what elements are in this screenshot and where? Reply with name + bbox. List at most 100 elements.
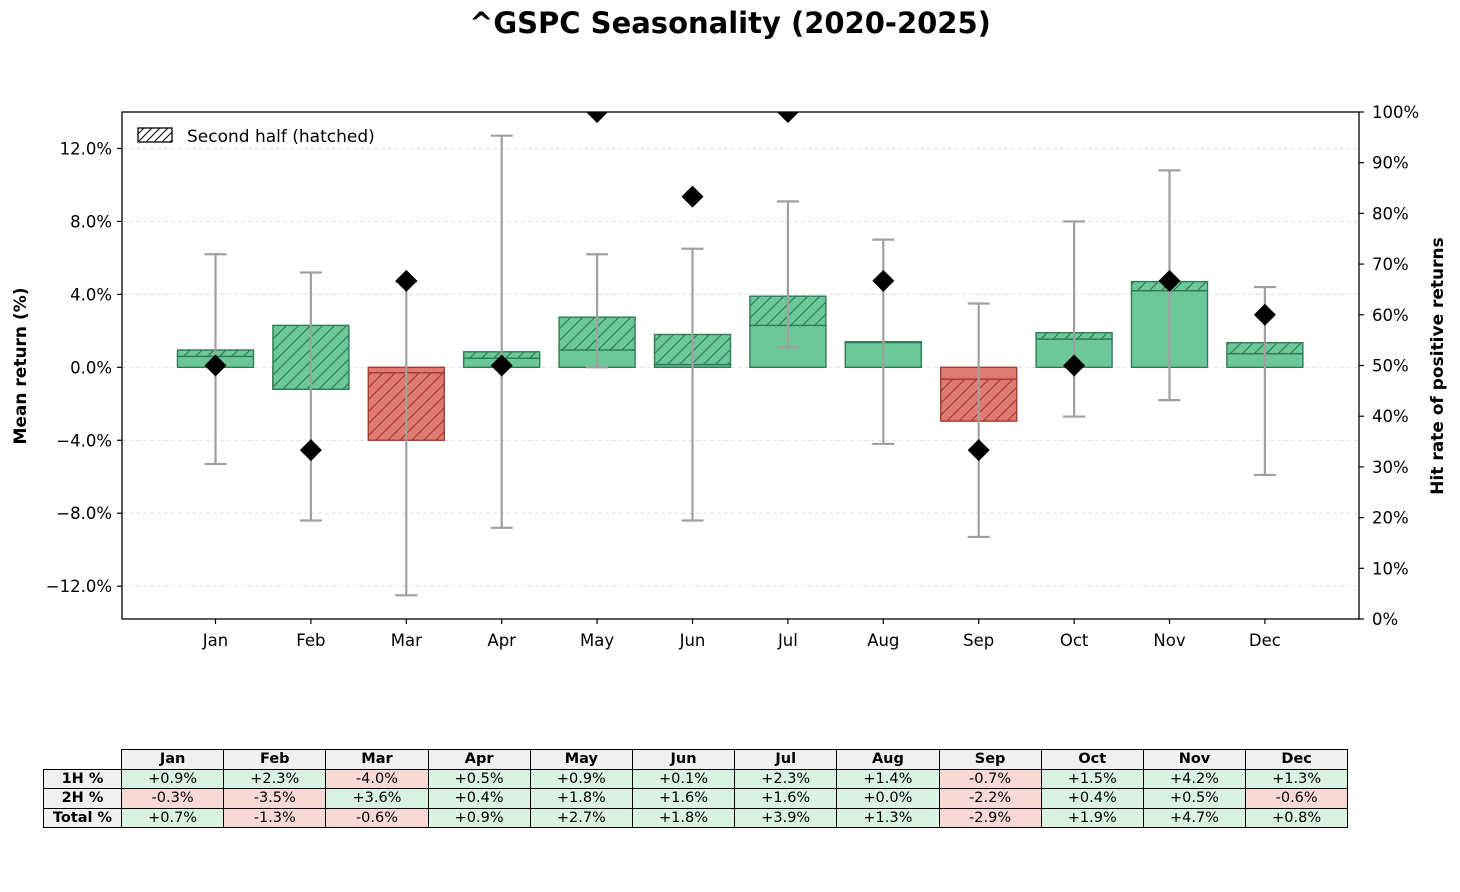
hit-rate-marker (967, 439, 990, 462)
table-cell: -2.2% (938, 788, 1042, 809)
table-cell: +0.8% (1245, 807, 1349, 828)
y-tick-label-left: −12.0% (46, 577, 112, 596)
table-cell: +1.8% (631, 807, 736, 828)
table-cell: +1.5% (1040, 768, 1144, 789)
table-header-row: Jan Feb Mar Apr May Jun Jul Aug Sep Oct Nov Dec (44, 749, 1349, 770)
table-column-header: Aug (836, 749, 940, 770)
table-cell: +3.9% (734, 807, 838, 828)
table-cell: -0.6% (1245, 788, 1349, 809)
table-column-header: Jul (734, 749, 838, 770)
x-tick-label: Aug (867, 631, 899, 650)
table-column-header: Dec (1245, 749, 1349, 770)
y-tick-label-right: 50% (1372, 357, 1409, 376)
x-tick-label: Jun (679, 631, 706, 650)
table-cell: +3.6% (325, 788, 429, 809)
hit-rate-marker (776, 112, 799, 123)
y-axis-left: −12.0% −8.0% −4.0% 0.0% 4.0% 8.0% 12.0% (46, 139, 122, 596)
legend-label: Second half (hatched) (187, 127, 375, 147)
table-cell: +1.6% (631, 788, 736, 809)
errorbars-layer (204, 134, 1276, 597)
table-cell: -0.3% (120, 788, 225, 809)
hit-rate-marker (1063, 354, 1086, 377)
x-tick-label: Feb (296, 631, 325, 650)
y-tick-label-left: 4.0% (70, 285, 112, 304)
table-column-header: Oct (1040, 749, 1144, 770)
table-row-header: 1H % (43, 768, 122, 789)
table-cell: -1.3% (223, 807, 327, 828)
table-cell: +2.3% (734, 768, 838, 789)
y-tick-label-left: −8.0% (56, 504, 112, 523)
table-row: 1H % +0.9% +2.3% -4.0% +0.5% +0.9% +0.1% +2.3% +… (43, 768, 1349, 789)
chart-title: ^GSPC Seasonality (2020-2025) (469, 6, 991, 40)
y-tick-label-right: 100% (1372, 103, 1419, 122)
table-row-header: Total % (43, 807, 122, 828)
hit-rate-markers (204, 112, 1276, 462)
x-tick-label: Mar (391, 631, 422, 650)
table-body: 1H % +0.9% +2.3% -4.0% +0.5% +0.9% +0.1% +2.3% +… (43, 768, 1349, 828)
hit-rate-marker (1158, 269, 1181, 292)
table-row: 2H % -0.3% -3.5% +3.6% +0.4% +1.8% +1.6% +1.6% +… (43, 788, 1349, 809)
y-tick-label-right: 60% (1372, 306, 1409, 325)
table-cell: +4.7% (1142, 807, 1247, 828)
table-column-header: Apr (427, 749, 531, 770)
hit-rate-marker (1253, 303, 1276, 326)
hit-rate-marker (681, 185, 704, 208)
table-cell: -0.7% (938, 768, 1042, 789)
table-cell: +0.5% (427, 768, 531, 789)
table-cell: +2.3% (223, 768, 327, 789)
table-row-header: 2H % (43, 788, 122, 809)
y-tick-label-right: 70% (1372, 255, 1409, 274)
bars-layer (176, 280, 1304, 441)
table-column-header: Feb (223, 749, 327, 770)
x-tick-label: Oct (1060, 631, 1089, 650)
y-tick-label-left: −4.0% (56, 431, 112, 450)
x-tick-label: Nov (1153, 631, 1185, 650)
table-column-header: Nov (1142, 749, 1247, 770)
table-cell: +0.4% (427, 788, 531, 809)
table-cell: +0.9% (529, 768, 633, 789)
table-cell: +1.3% (1245, 768, 1349, 789)
table-row: Total % +0.7% -1.3% -0.6% +0.9% +2.7% +1.8% +3.… (43, 807, 1349, 828)
x-tick-label: May (580, 631, 614, 650)
y-tick-label-left: 12.0% (60, 139, 112, 158)
table-column-header: Sep (938, 749, 1042, 770)
table-cell: +1.6% (734, 788, 838, 809)
table-cell: +0.9% (120, 768, 225, 789)
x-tick-label: Sep (963, 631, 994, 650)
y-tick-label-right: 80% (1372, 204, 1409, 223)
table-cell: -2.9% (938, 807, 1042, 828)
y-tick-label-right: 90% (1372, 154, 1409, 173)
table-cell: +0.1% (631, 768, 736, 789)
x-tick-label: Jan (202, 631, 228, 650)
y-tick-label-right: 0% (1372, 610, 1398, 629)
table-cell: +0.7% (120, 807, 225, 828)
hit-rate-marker (490, 354, 513, 377)
table-cell: +0.9% (427, 807, 531, 828)
y-axis-label-left: Mean return (%) (11, 287, 31, 444)
x-tick-label: Apr (487, 631, 516, 650)
x-axis: Jan Feb Mar Apr May Jun Jul Aug Sep Oct Nov Dec (202, 619, 1281, 650)
y-tick-label-right: 10% (1372, 559, 1409, 578)
table-cell: +1.3% (836, 807, 940, 828)
y-tick-label-right: 40% (1372, 407, 1409, 426)
hit-rate-marker (872, 269, 895, 292)
table-cell: +0.5% (1142, 788, 1247, 809)
table-cell: +0.0% (836, 788, 940, 809)
y-tick-label-left: 0.0% (70, 358, 112, 377)
y-axis-right: 0% 10% 20% 30% 40% 50% 60% 70% 80% 90% 100% (1359, 103, 1419, 629)
table-cell: +4.2% (1142, 768, 1247, 789)
legend: Second half (hatched) (137, 127, 375, 147)
table-cell: +1.9% (1040, 807, 1144, 828)
table-column-header: Jan (120, 749, 225, 770)
table-column-header: Jun (631, 749, 736, 770)
hit-rate-marker (204, 354, 227, 377)
y-tick-label-left: 8.0% (70, 212, 112, 231)
hit-rate-marker (395, 269, 418, 292)
summary-table: Jan Feb Mar Apr May Jun Jul Aug Sep Oct Nov Dec 1H … (43, 749, 1349, 828)
hit-rate-marker (299, 439, 322, 462)
y-tick-label-right: 20% (1372, 509, 1409, 528)
table-cell: +0.4% (1040, 788, 1144, 809)
table-column-header: May (529, 749, 633, 770)
table-cell: -0.6% (325, 807, 429, 828)
table-cell: +1.8% (529, 788, 633, 809)
